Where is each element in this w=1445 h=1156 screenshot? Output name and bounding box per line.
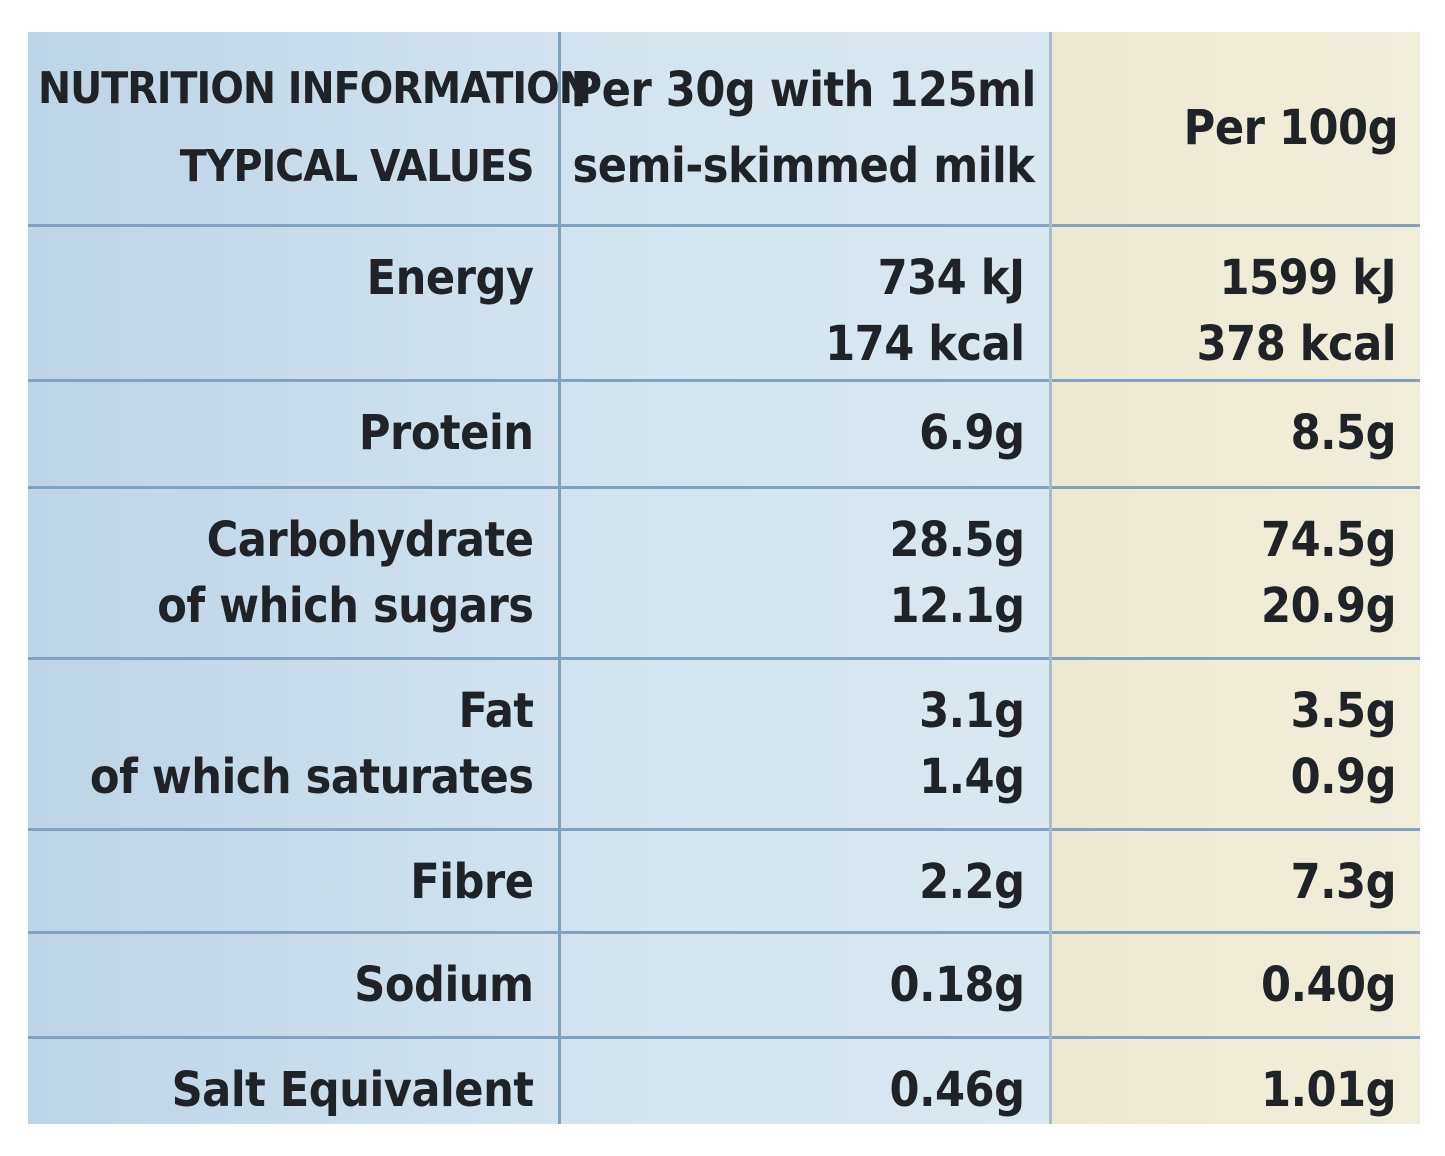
value-line: 2.2g [919, 854, 1025, 910]
per-100g-value: 8.5g [1048, 379, 1420, 488]
header-per-serving-line-2: semi-skimmed milk [572, 138, 1035, 194]
per-100g-value: 74.5g 20.9g [1048, 486, 1420, 659]
per-serving-value: 0.46g [557, 1036, 1050, 1124]
nutrition-table: NUTRITION INFORMATION TYPICAL VALUES Per… [28, 32, 1420, 1124]
per-100g-value: 1.01g [1048, 1036, 1420, 1124]
value-line: 3.1g [919, 683, 1025, 739]
per-100g-value: 3.5g 0.9g [1048, 657, 1420, 830]
value-line: 20.9g [1261, 578, 1396, 634]
label-line: Sodium [354, 957, 534, 1013]
table-row: Sodium 0.18g 0.40g [28, 931, 1420, 1038]
per-serving-value: 3.1g 1.4g [557, 657, 1050, 830]
row-label: Protein [28, 379, 559, 488]
per-100g-value: 7.3g [1048, 828, 1420, 933]
table-row: Fat of which saturates 3.1g 1.4g 3.5g 0.… [28, 657, 1420, 830]
value-line: 1.4g [919, 749, 1025, 805]
value-line: 0.9g [1290, 749, 1397, 805]
per-serving-value: 6.9g [557, 379, 1050, 488]
header-title-line: NUTRITION INFORMATION [38, 63, 592, 114]
header-per-serving-line-1: Per 30g with 125ml [570, 62, 1037, 118]
table-row: Energy 734 kJ 174 kcal 1599 kJ 378 kcal [28, 224, 1420, 381]
row-label: Salt Equivalent [28, 1036, 559, 1124]
header-per-100g-line: Per 100g [1183, 100, 1399, 156]
value-line: 8.5g [1290, 405, 1397, 461]
label-line: Fibre [410, 854, 534, 910]
per-serving-value: 2.2g [557, 828, 1050, 933]
per-serving-value: 0.18g [557, 931, 1050, 1038]
header-row: NUTRITION INFORMATION TYPICAL VALUES Per… [28, 32, 1420, 226]
label-line: of which saturates [89, 749, 534, 805]
header-per-100g: Per 100g [1048, 32, 1420, 226]
label-line: Energy [366, 250, 534, 306]
table-row: Salt Equivalent 0.46g 1.01g [28, 1036, 1420, 1124]
row-label: Carbohydrate of which sugars [28, 486, 559, 659]
per-serving-value: 28.5g 12.1g [557, 486, 1050, 659]
value-line: 1.01g [1261, 1062, 1396, 1118]
value-line: 734 kJ [877, 250, 1025, 306]
value-line: 1599 kJ [1219, 250, 1397, 306]
per-100g-value: 1599 kJ 378 kcal [1048, 224, 1420, 381]
value-line: 12.1g [889, 578, 1025, 634]
table-row: Fibre 2.2g 7.3g [28, 828, 1420, 933]
value-line: 74.5g [1261, 512, 1396, 568]
header-subtitle-line: TYPICAL VALUES [179, 141, 535, 192]
header-typical-values: NUTRITION INFORMATION TYPICAL VALUES [28, 32, 592, 226]
label-line: Carbohydrate [206, 512, 534, 568]
label-line: of which sugars [157, 578, 534, 634]
value-line: 0.40g [1261, 957, 1396, 1013]
table-row: Carbohydrate of which sugars 28.5g 12.1g… [28, 486, 1420, 659]
value-line: 0.46g [889, 1062, 1025, 1118]
label-line: Fat [458, 683, 534, 739]
per-100g-value: 0.40g [1048, 931, 1420, 1038]
row-label: Fat of which saturates [28, 657, 559, 830]
row-label: Sodium [28, 931, 559, 1038]
value-line: 174 kcal [825, 316, 1025, 372]
table-row: Protein 6.9g 8.5g [28, 379, 1420, 488]
value-line: 0.18g [889, 957, 1025, 1013]
label-line: Salt Equivalent [171, 1062, 534, 1118]
value-line: 7.3g [1290, 854, 1397, 910]
row-label: Fibre [28, 828, 559, 933]
nutrition-label: NUTRITION INFORMATION TYPICAL VALUES Per… [28, 32, 1420, 1124]
row-label: Energy [28, 224, 559, 381]
value-line: 28.5g [889, 512, 1025, 568]
value-line: 378 kcal [1196, 316, 1397, 372]
header-per-serving: Per 30g with 125ml semi-skimmed milk [557, 32, 1050, 226]
value-line: 3.5g [1290, 683, 1397, 739]
label-line: Protein [358, 405, 534, 461]
value-line: 6.9g [919, 405, 1025, 461]
per-serving-value: 734 kJ 174 kcal [557, 224, 1050, 381]
